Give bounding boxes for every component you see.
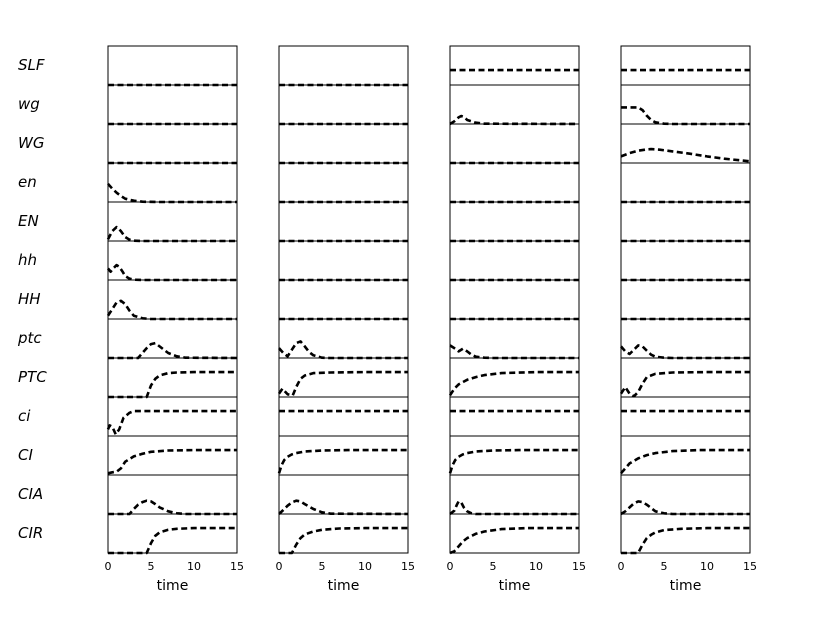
panel-4-series-ptc [620, 344, 750, 360]
panel-1-series-CIA [108, 499, 237, 516]
panel-3-series-CIR [449, 526, 579, 555]
panel-1-x-tick: 0 [105, 560, 112, 573]
panel-1-x-tick: 10 [187, 560, 201, 573]
panel-3-series-wg [449, 114, 580, 126]
row-label-EN: EN [18, 212, 39, 230]
panel-1-x-tick: 5 [148, 560, 155, 573]
row-label-SLF: SLF [18, 56, 45, 74]
panel-2-x-tick: 10 [358, 560, 372, 573]
panel-3-x-tick: 15 [572, 560, 586, 573]
row-label-ci: ci [18, 407, 31, 425]
panel-3-frame [449, 45, 580, 554]
panel-4-x-tick: 0 [618, 560, 625, 573]
panel-4-x-tick: 10 [700, 560, 714, 573]
row-label-PTC: PTC [18, 368, 47, 386]
panel-2-series-ptc [278, 340, 408, 360]
panel-3-x-tick: 10 [529, 560, 543, 573]
panel-2-series-CIR [279, 526, 408, 555]
row-label-CIA: CIA [18, 485, 43, 503]
panel-1-series-CI [107, 448, 237, 475]
panel-4-frame [620, 45, 751, 554]
panel-1-x-tick: 15 [230, 560, 244, 573]
panel-2-x-tick: 15 [401, 560, 415, 573]
panel-4-x-tick: 5 [661, 560, 668, 573]
row-label-CIR: CIR [18, 524, 43, 542]
row-label-WG: WG [18, 134, 44, 152]
panel-2-x-axis-label: time [328, 578, 360, 594]
panel-1-series-hh [106, 263, 237, 282]
panel-4-series-WG [620, 147, 751, 163]
panel-1-series-ci [106, 409, 237, 436]
panel-1-series-ptc [108, 341, 238, 360]
row-label-ptc: ptc [17, 329, 42, 347]
panel-3-series-CI [448, 448, 579, 474]
panel-2-x-tick: 5 [319, 560, 326, 573]
panel-4-series-CIA [620, 500, 750, 516]
panel-2-series-CIA [278, 499, 409, 516]
panel-1-series-en [107, 182, 237, 204]
panel-2-x-tick: 0 [276, 560, 283, 573]
panel-3-series-CIA [449, 500, 579, 516]
panel-2-frame [278, 45, 409, 554]
panel-2-series-CI [277, 448, 408, 474]
panel-4-series-CI [620, 448, 750, 475]
panel-2-series-PTC [277, 370, 408, 397]
panel-3-x-tick: 5 [490, 560, 497, 573]
panel-3-series-PTC [448, 370, 579, 397]
panel-3-x-tick: 0 [447, 560, 454, 573]
row-label-hh: hh [18, 251, 37, 269]
panel-1-series-HH [106, 299, 237, 321]
panel-1-x-axis-label: time [157, 578, 189, 594]
panel-4-series-wg [621, 106, 750, 126]
panel-1-series-CIR [108, 526, 237, 555]
panel-3-series-ptc [449, 344, 579, 360]
row-label-en: en [18, 173, 37, 191]
panel-1-series-PTC [108, 370, 237, 399]
panel-1-frame [107, 45, 238, 554]
panel-4-x-axis-label: time [670, 578, 702, 594]
panel-4-x-tick: 15 [743, 560, 757, 573]
panel-4-series-CIR [621, 526, 750, 555]
row-label-wg: wg [18, 95, 40, 113]
row-label-CI: CI [18, 446, 33, 464]
panel-3-x-axis-label: time [499, 578, 531, 594]
panel-1-series-EN [106, 225, 237, 243]
panel-4-series-PTC [619, 370, 750, 398]
row-label-HH: HH [18, 290, 41, 308]
